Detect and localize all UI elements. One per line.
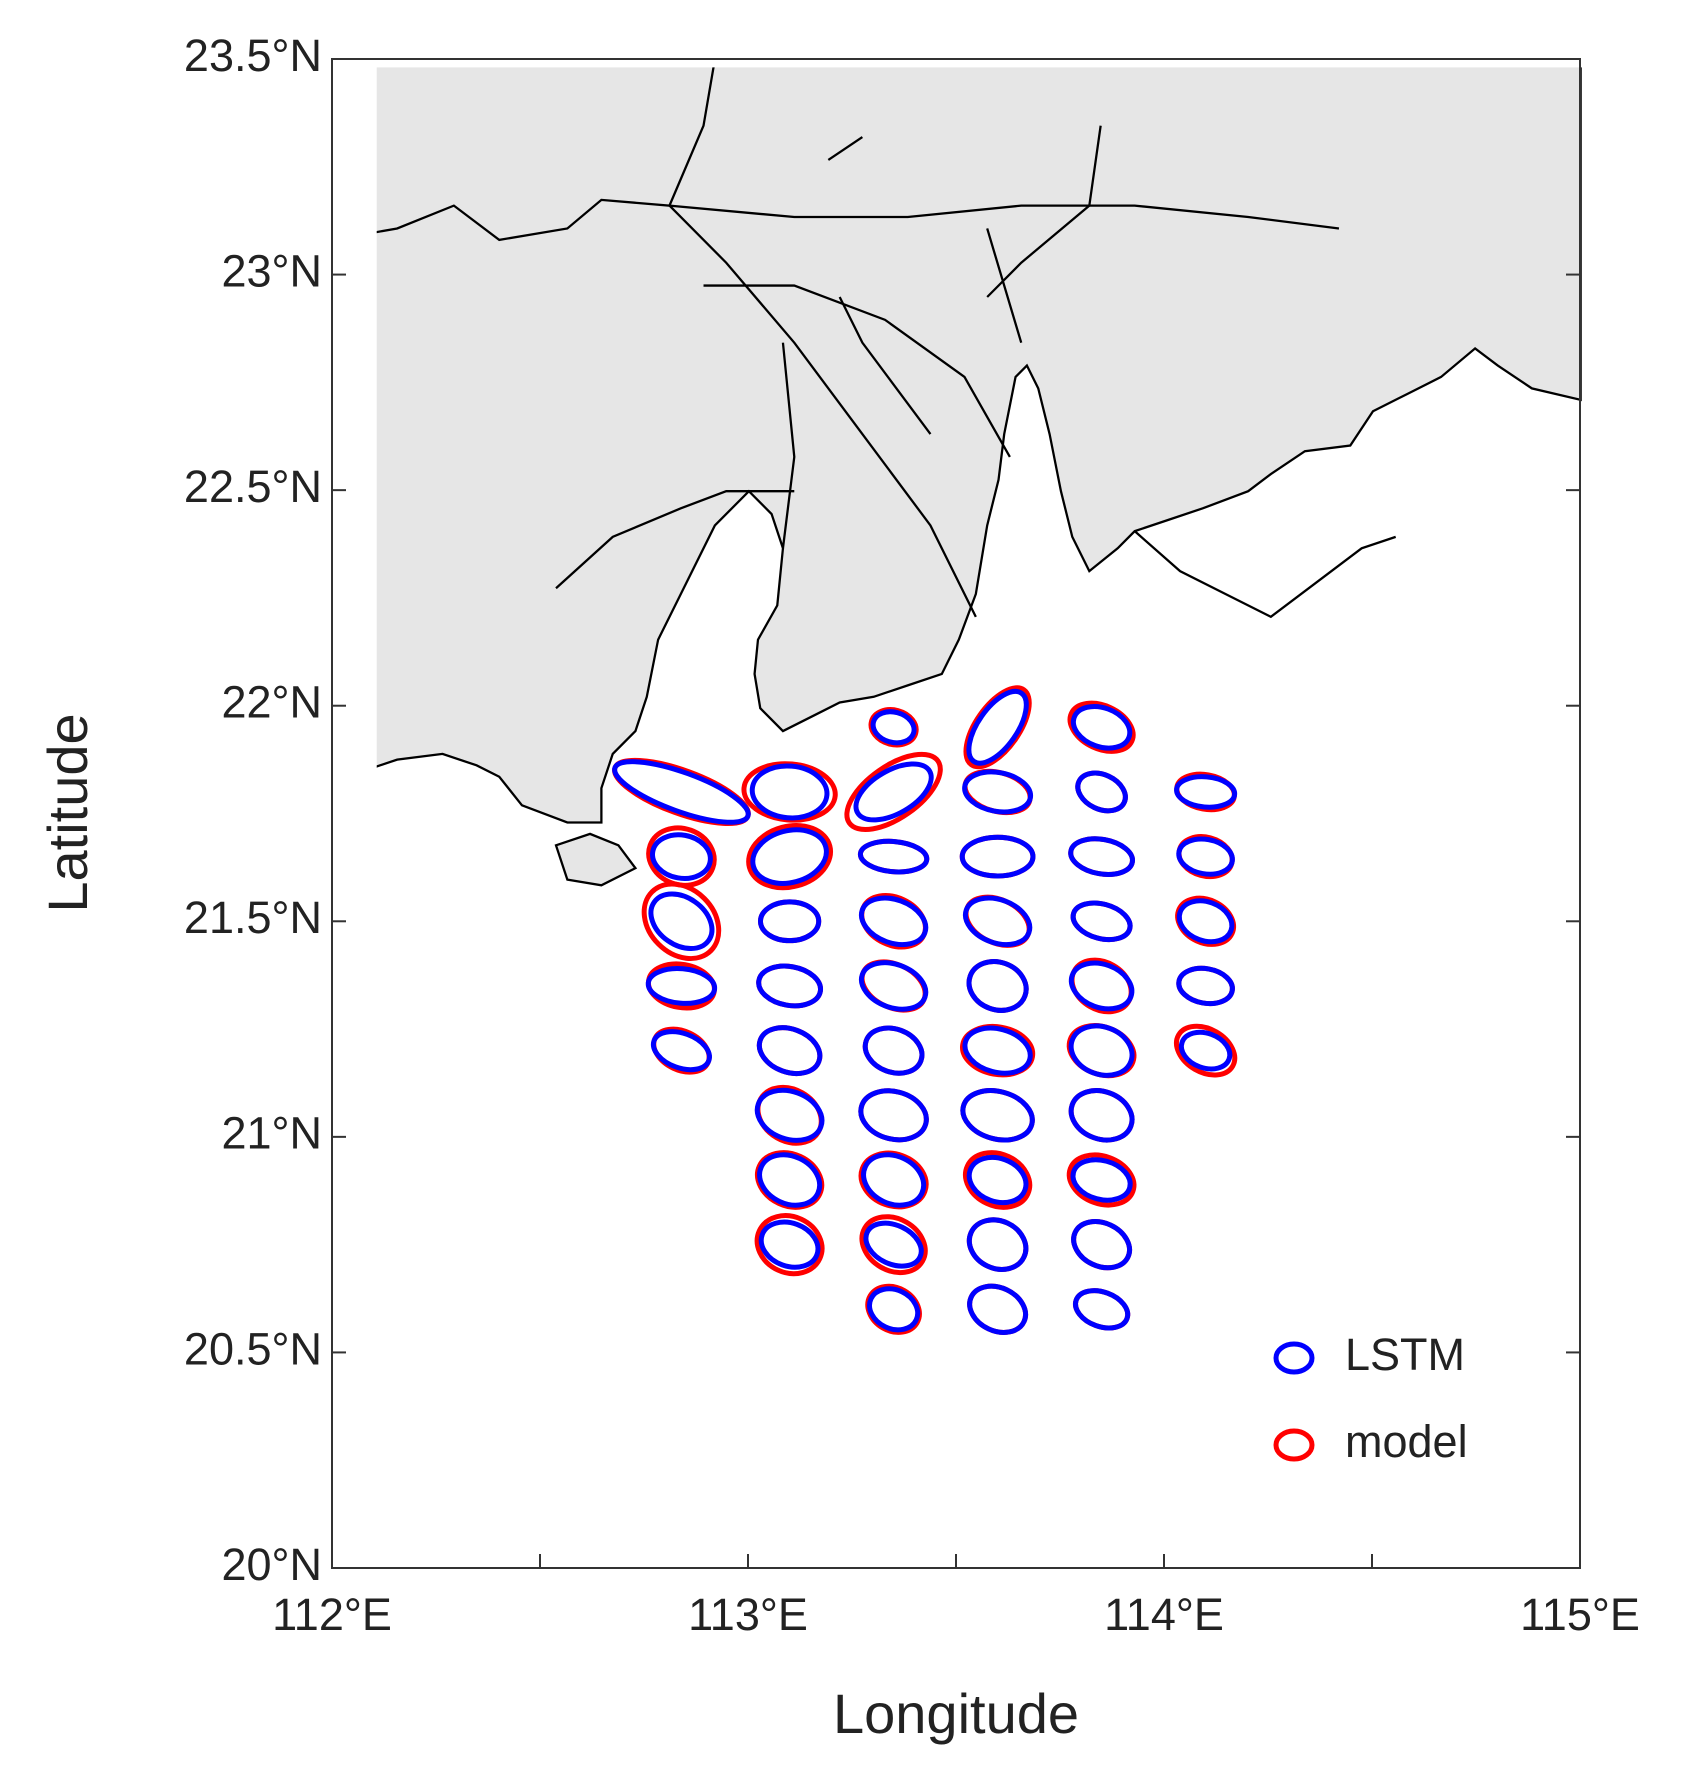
tidal-ellipse xyxy=(853,761,934,823)
tidal-ellipse xyxy=(1068,1023,1135,1078)
tidal-ellipse xyxy=(858,960,929,1012)
y-tick-label: 22.5°N xyxy=(184,461,322,512)
legend-symbol xyxy=(1273,1341,1315,1375)
tidal-ellipse xyxy=(959,834,1036,879)
tidal-ellipse xyxy=(1178,1029,1233,1072)
legend-label: model xyxy=(1345,1416,1468,1467)
tidal-ellipse xyxy=(967,1283,1029,1335)
tidal-ellipse xyxy=(756,1025,823,1077)
land xyxy=(376,67,1582,824)
river xyxy=(669,204,1340,230)
river xyxy=(668,204,977,618)
tidal-ellipse xyxy=(757,1152,823,1208)
tidal-ellipse xyxy=(966,959,1029,1013)
tidal-ellipse xyxy=(844,751,943,833)
tidal-ellipse xyxy=(962,1025,1033,1076)
tidal-ellipse xyxy=(754,1087,825,1143)
tidal-ellipse xyxy=(1176,898,1235,945)
y-tick-label: 20°N xyxy=(221,1539,322,1590)
tidal-ellipse xyxy=(749,763,830,821)
tidal-ellipse xyxy=(966,1217,1029,1272)
tidal-ellipse xyxy=(757,899,822,944)
tidal-ellipse xyxy=(1176,965,1235,1007)
river xyxy=(376,67,715,242)
tidal-ellipse xyxy=(612,759,751,825)
tidal-ellipse xyxy=(857,838,930,875)
tidal-ellipse xyxy=(750,827,829,886)
x-axis-label: Longitude xyxy=(833,1682,1079,1745)
y-tick-label: 21.5°N xyxy=(184,892,322,943)
tidal-ellipse xyxy=(1068,960,1135,1012)
legend-label: LSTM xyxy=(1345,1329,1465,1380)
river xyxy=(555,490,795,590)
tidal-ellipse xyxy=(858,895,929,948)
island xyxy=(554,832,638,887)
tidal-ellipse xyxy=(645,966,718,1006)
tidal-ellipse xyxy=(1073,1288,1131,1331)
y-tick-label: 23.5°N xyxy=(184,30,322,81)
tidal-ellipse xyxy=(962,895,1033,948)
tidal-ellipse xyxy=(1070,1157,1133,1203)
tidal-ellipse xyxy=(862,1025,925,1076)
tidal-ellipse xyxy=(962,769,1034,815)
tidal-ellipse xyxy=(1070,900,1133,943)
tidal-ellipse xyxy=(758,1219,821,1270)
tidal-ellipse xyxy=(1068,836,1135,877)
tidal-ellipse xyxy=(1075,770,1128,814)
tidal-ellipse xyxy=(1071,1219,1133,1271)
tidal-ellipse xyxy=(966,1154,1029,1206)
tidal-ellipse xyxy=(1070,703,1133,751)
y-tick-label: 23°N xyxy=(221,245,322,296)
tidal-ellipse xyxy=(1176,836,1235,877)
tidal-ellipse xyxy=(858,1088,929,1143)
tidal-ellipse xyxy=(870,709,917,746)
y-tick-label: 22°N xyxy=(221,677,322,728)
tidal-ellipse xyxy=(1174,1023,1238,1078)
river xyxy=(781,342,796,549)
tidal-ellipse xyxy=(1066,1152,1137,1208)
y-axis-label: Latitude xyxy=(36,713,99,912)
tidal-ellipse xyxy=(756,963,824,1009)
tidal-ellipse xyxy=(963,1150,1033,1210)
tidal-ellipse xyxy=(960,1088,1035,1143)
tidal-ellipse xyxy=(966,688,1029,766)
river xyxy=(827,125,1102,435)
x-tick-label: 112°E xyxy=(272,1589,392,1640)
coastline xyxy=(376,67,1582,887)
tidal-ellipse xyxy=(867,1286,921,1333)
tidal-ellipse xyxy=(861,1152,927,1208)
x-tick-label: 113°E xyxy=(688,1589,808,1640)
tidal-ellipse xyxy=(641,881,722,962)
river xyxy=(703,284,1011,458)
tidal-ellipse xyxy=(754,1213,825,1277)
tidal-ellipse xyxy=(648,891,715,952)
tidal-ellipse xyxy=(650,832,713,881)
tidal-ellipse xyxy=(746,823,834,891)
legend-symbol xyxy=(1273,1428,1315,1462)
x-tick-label: 115°E xyxy=(1520,1589,1640,1640)
tidal-ellipse xyxy=(863,1220,924,1269)
tidal-ellipse xyxy=(650,1029,712,1073)
island-coast xyxy=(1133,530,1397,619)
x-tick-label: 114°E xyxy=(1104,1589,1224,1640)
tidal-ellipse xyxy=(1174,774,1238,810)
y-tick-label: 21°N xyxy=(221,1108,322,1159)
y-tick-label: 20.5°N xyxy=(184,1323,322,1374)
tidal-ellipse xyxy=(859,1214,928,1276)
tidal-ellipse xyxy=(1068,1088,1135,1143)
